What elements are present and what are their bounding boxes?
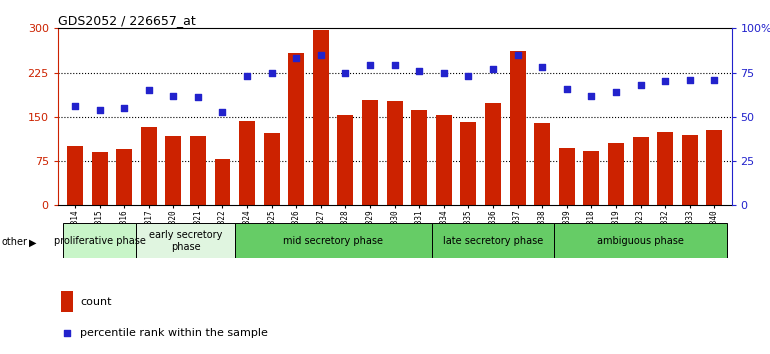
Point	[585, 93, 598, 98]
Bar	[554, 223, 727, 258]
Bar	[559, 148, 574, 205]
Bar	[608, 143, 624, 205]
Text: other: other	[2, 238, 28, 247]
Text: late secretory phase: late secretory phase	[443, 236, 543, 246]
Point	[266, 70, 278, 75]
Bar	[62, 223, 136, 258]
Point	[167, 93, 179, 98]
Point	[684, 77, 696, 82]
Bar	[584, 151, 599, 205]
Point	[192, 95, 204, 100]
Bar	[485, 103, 501, 205]
Text: count: count	[80, 297, 112, 307]
Text: ambiguous phase: ambiguous phase	[597, 236, 684, 246]
Point	[487, 66, 499, 72]
Point	[388, 63, 400, 68]
Point	[142, 87, 155, 93]
Point	[437, 70, 450, 75]
Point	[413, 68, 425, 74]
Bar	[67, 146, 83, 205]
Bar	[436, 115, 452, 205]
Point	[340, 70, 352, 75]
Point	[474, 185, 487, 190]
Point	[241, 73, 253, 79]
Point	[69, 103, 81, 109]
Bar	[116, 149, 132, 205]
Text: GDS2052 / 226657_at: GDS2052 / 226657_at	[58, 14, 196, 27]
Point	[610, 89, 622, 95]
Bar	[337, 115, 353, 205]
Text: percentile rank within the sample: percentile rank within the sample	[80, 328, 268, 338]
Bar	[460, 121, 477, 205]
Text: mid secretory phase: mid secretory phase	[283, 236, 383, 246]
Bar	[431, 223, 554, 258]
Text: ▶: ▶	[29, 238, 37, 247]
Bar	[263, 133, 280, 205]
Bar	[657, 132, 673, 205]
Bar	[288, 53, 304, 205]
Bar	[141, 127, 157, 205]
Bar	[313, 30, 329, 205]
Bar	[235, 223, 431, 258]
Point	[634, 82, 647, 88]
Bar	[166, 136, 181, 205]
Point	[216, 109, 229, 114]
Bar	[681, 135, 698, 205]
Bar	[215, 159, 230, 205]
Point	[290, 56, 303, 61]
Bar	[411, 110, 427, 205]
Bar	[190, 136, 206, 205]
Text: early secretory
phase: early secretory phase	[149, 230, 223, 252]
Point	[315, 52, 327, 58]
Point	[561, 86, 573, 91]
Point	[364, 63, 377, 68]
Point	[708, 77, 721, 82]
Bar	[534, 123, 550, 205]
Point	[536, 64, 548, 70]
Point	[659, 79, 671, 84]
Bar	[387, 102, 403, 205]
Text: proliferative phase: proliferative phase	[54, 236, 146, 246]
Point	[462, 73, 474, 79]
Bar	[92, 152, 108, 205]
Point	[93, 107, 105, 113]
Bar	[61, 291, 73, 312]
Point	[511, 52, 524, 58]
Bar	[136, 223, 235, 258]
Point	[118, 105, 130, 111]
Bar	[632, 137, 648, 205]
Bar	[362, 100, 378, 205]
Bar	[239, 121, 255, 205]
Bar	[510, 51, 526, 205]
Bar	[706, 130, 722, 205]
